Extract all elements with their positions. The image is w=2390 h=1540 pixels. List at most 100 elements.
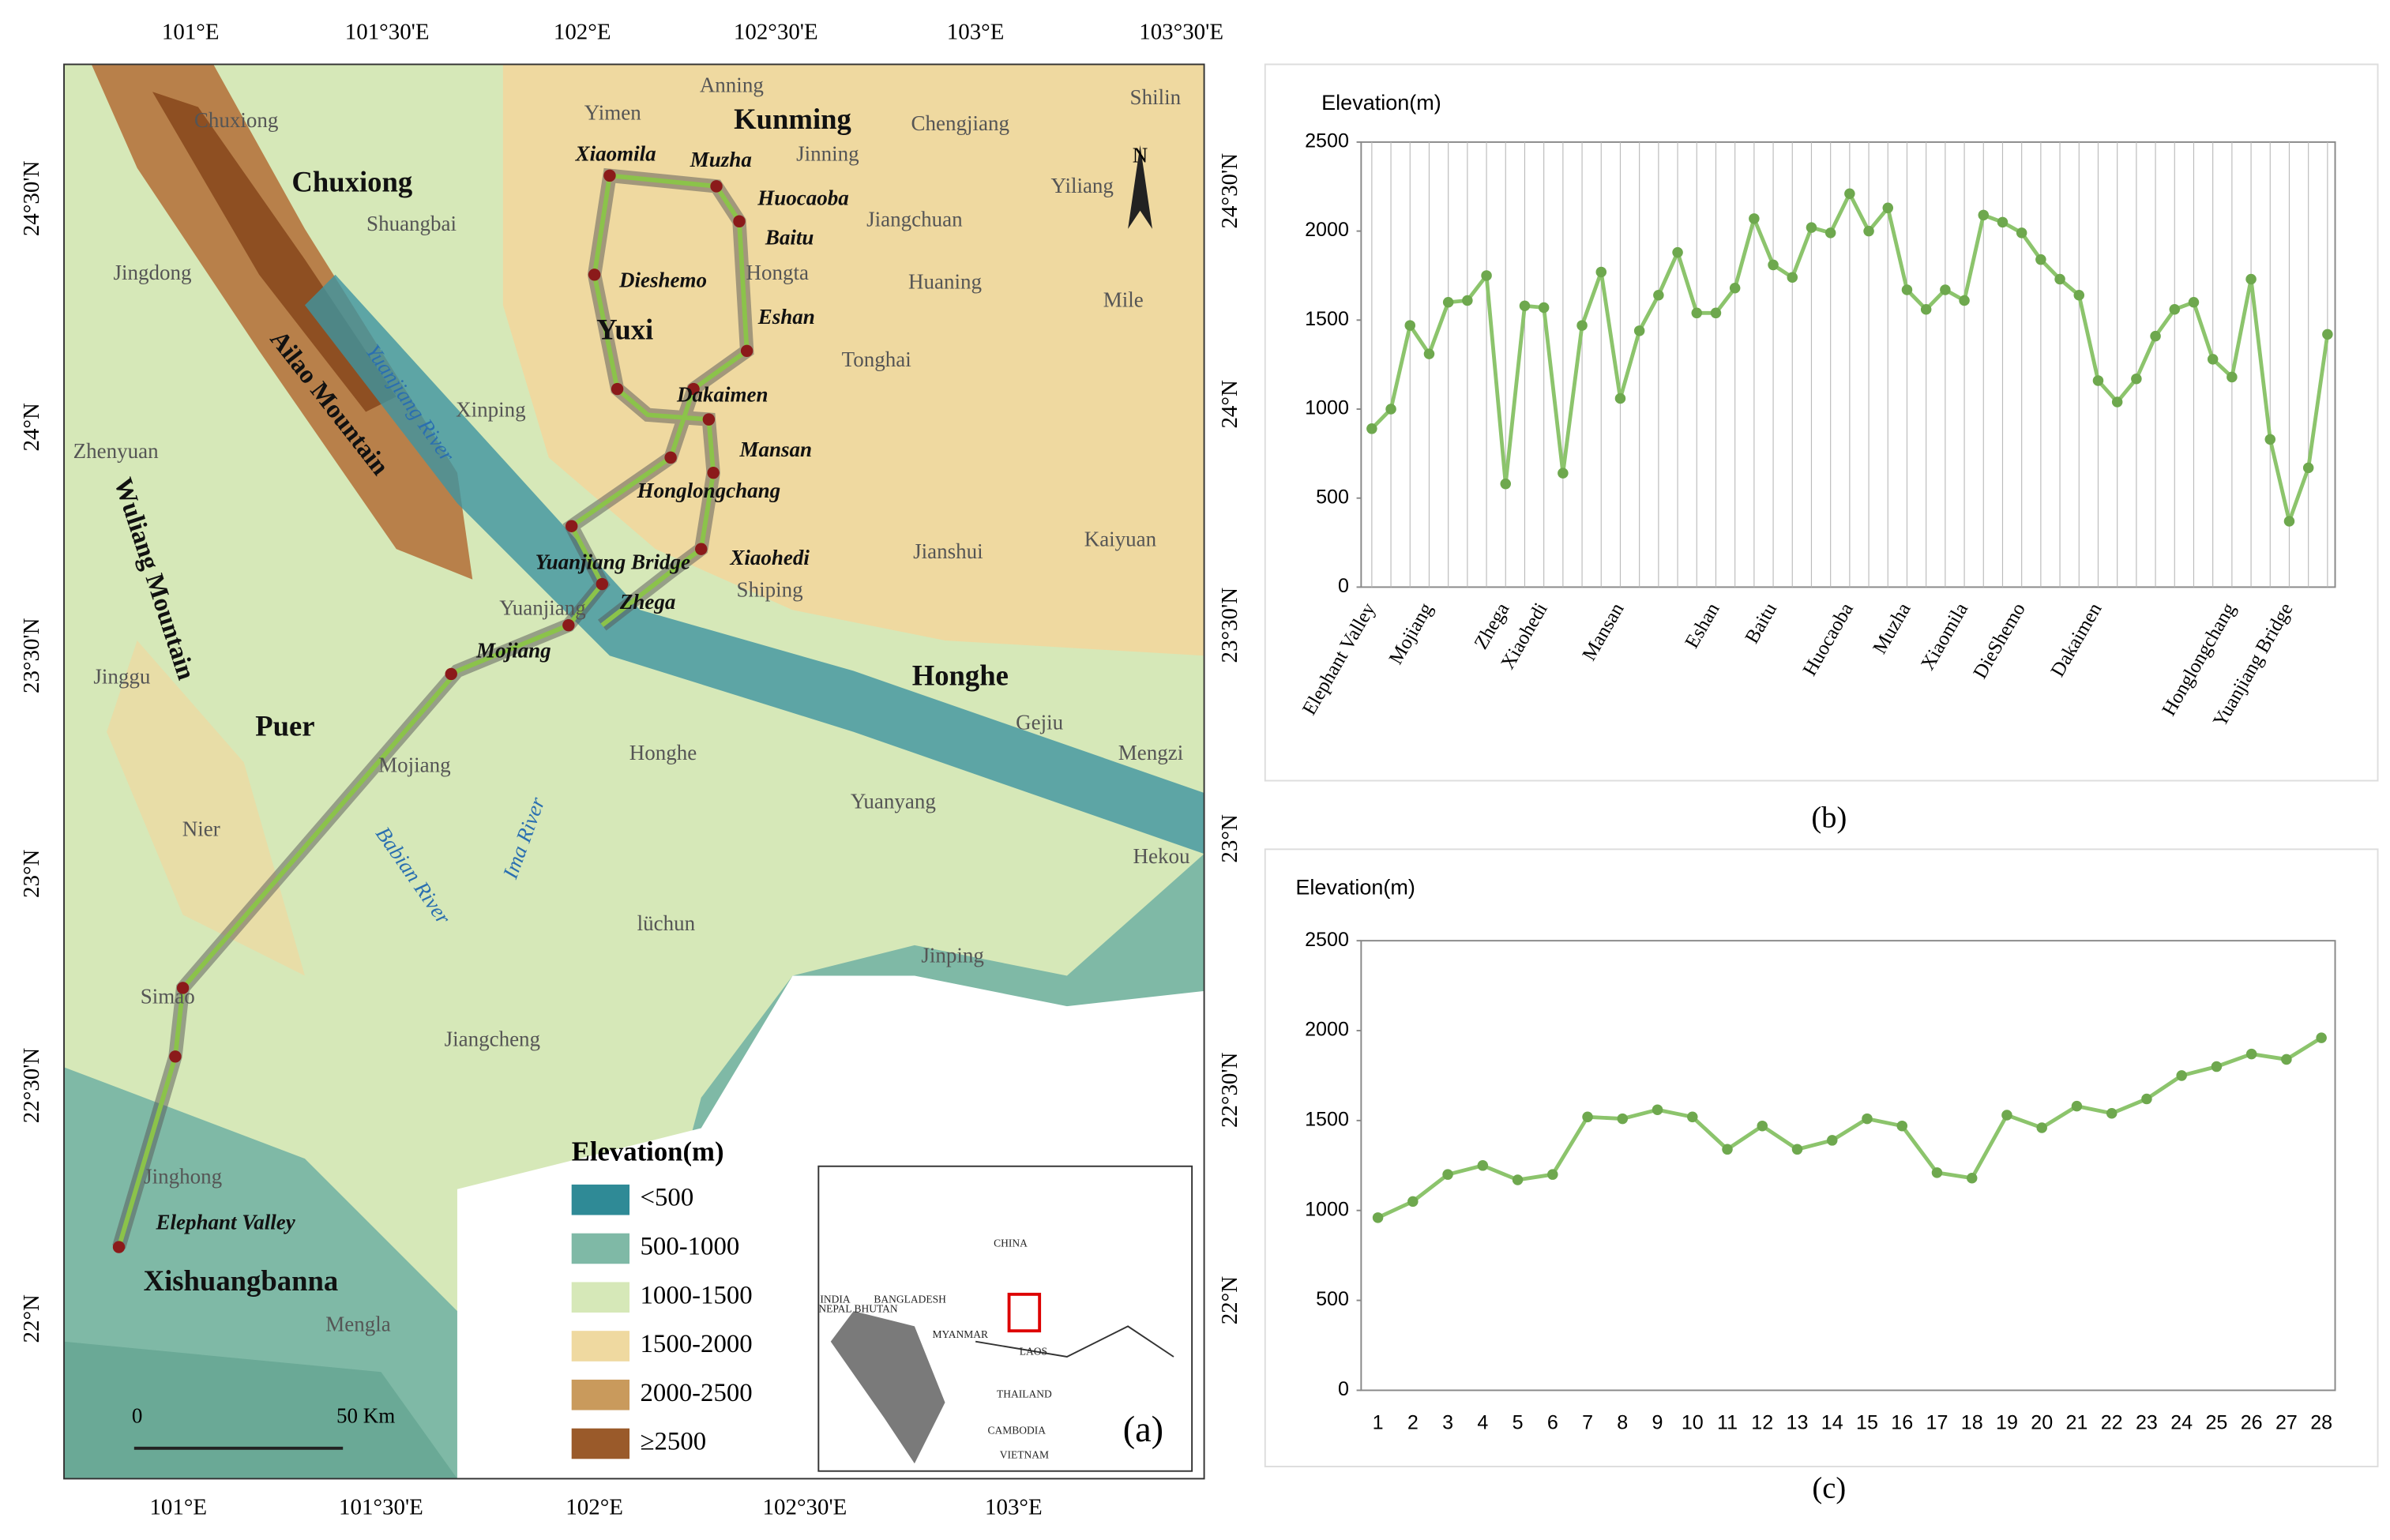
city-label: Yuxi <box>596 314 653 346</box>
place-label: Tonghai <box>842 347 911 371</box>
data-point <box>1385 404 1396 415</box>
data-point <box>1481 270 1492 281</box>
place-label: Hekou <box>1133 844 1190 868</box>
lat-tick-label: 24°30'N <box>19 160 44 236</box>
station-label: Xiaomila <box>575 141 656 165</box>
x-tick-label: 20 <box>2031 1412 2053 1434</box>
place-label: Mojiang <box>378 753 451 776</box>
legend-label: 2000-2500 <box>641 1379 753 1407</box>
legend-swatch <box>571 1184 630 1215</box>
x-tick-label: 23 <box>2136 1412 2158 1434</box>
data-point <box>1558 468 1569 479</box>
x-tick-label: Eshan <box>1682 599 1724 652</box>
data-point <box>1687 1111 1698 1123</box>
station-label: Honglongchang <box>637 479 781 502</box>
place-label: Zhenyuan <box>73 439 159 463</box>
map-terrain <box>63 63 1205 1480</box>
place-label: Jianshui <box>913 539 983 563</box>
x-tick-label: Elephant Valley <box>1298 599 1380 719</box>
x-tick-label: 15 <box>1856 1412 1878 1434</box>
x-tick-label: 24 <box>2170 1412 2193 1434</box>
data-point <box>1863 225 1874 237</box>
place-label: lüchun <box>637 911 696 935</box>
data-point <box>2188 297 2200 308</box>
x-tick-label: 22 <box>2101 1412 2123 1434</box>
x-tick-label: 28 <box>2310 1412 2332 1434</box>
lat-tick-label: 23°30'N <box>1217 588 1242 663</box>
inset-label: CHINA <box>994 1237 1028 1249</box>
y-axis-label: Elevation(m) <box>1321 91 1441 115</box>
data-point <box>2035 254 2046 265</box>
inset-label: MYANMAR <box>933 1328 989 1340</box>
data-point <box>2016 227 2027 239</box>
data-point <box>1366 423 1377 434</box>
x-tick-label: 12 <box>1751 1412 1773 1434</box>
x-tick-label: 16 <box>1891 1412 1913 1434</box>
place-label: Jiangcheng <box>445 1027 540 1051</box>
data-point <box>1576 320 1588 331</box>
lon-tick-label: 102°30'E <box>734 20 818 45</box>
place-label: Jinggu <box>93 664 151 688</box>
data-point <box>1882 202 1894 214</box>
data-point <box>2322 329 2333 340</box>
legend-label: ≥2500 <box>641 1428 707 1456</box>
x-tick-label: Dakaimen <box>2047 599 2106 681</box>
legend-label: 1000-1500 <box>641 1281 753 1309</box>
y-tick-label: 1000 <box>1305 397 1349 419</box>
lat-tick-label: 23°N <box>19 849 44 898</box>
legend-title: Elevation(m) <box>572 1136 724 1166</box>
data-point <box>1959 295 1970 306</box>
data-point <box>1997 216 2009 228</box>
data-point <box>1442 297 1454 308</box>
legend-label: <500 <box>641 1184 694 1212</box>
station-label: Baitu <box>765 226 814 250</box>
x-tick-label: DieShemo <box>1970 599 2030 682</box>
data-point <box>2073 289 2085 301</box>
legend-swatch <box>571 1331 630 1362</box>
data-point <box>2227 371 2238 383</box>
x-tick-label: 25 <box>2205 1412 2227 1434</box>
city-label: Xishuangbanna <box>144 1264 339 1297</box>
data-point <box>1896 1120 1907 1132</box>
y-tick-label: 2500 <box>1305 929 1349 951</box>
data-point <box>1787 272 1798 283</box>
data-point <box>1582 1111 1593 1123</box>
lon-tick-label: 101°E <box>149 1495 207 1520</box>
place-label: Hongta <box>746 261 809 284</box>
data-point <box>1547 1169 1558 1180</box>
lat-tick-label: 22°30'N <box>1217 1052 1242 1128</box>
place-label: Simao <box>141 985 195 1009</box>
station-label: Zhega <box>619 590 676 614</box>
station-label: Muzha <box>690 148 752 171</box>
y-tick-label: 0 <box>1338 1378 1349 1400</box>
data-point <box>1653 289 1664 301</box>
data-point <box>2169 304 2181 315</box>
inset-label: NEPAL BHUTAN <box>818 1302 898 1314</box>
series-line <box>1377 1036 2323 1220</box>
data-point <box>1749 213 1760 224</box>
x-tick-label: 18 <box>1961 1412 1983 1434</box>
data-point <box>1757 1120 1768 1132</box>
data-point <box>1768 259 1779 271</box>
north-label: N <box>1133 143 1148 167</box>
place-label: Yiliang <box>1050 174 1114 197</box>
data-point <box>2245 1048 2257 1060</box>
data-point <box>2036 1122 2047 1133</box>
y-tick-label: 2500 <box>1305 130 1349 152</box>
data-point <box>2316 1032 2327 1043</box>
inset-label: INDIA <box>820 1294 850 1305</box>
data-point <box>1477 1160 1489 1171</box>
data-point <box>2054 273 2065 285</box>
data-point <box>1940 284 1951 295</box>
place-label: Shilin <box>1130 85 1182 109</box>
data-point <box>1423 348 1435 359</box>
station-label: Dakaimen <box>676 382 768 406</box>
place-label: Huaning <box>908 270 982 294</box>
x-tick-label: 14 <box>1821 1412 1843 1434</box>
x-tick-label: 4 <box>1477 1412 1488 1434</box>
x-tick-label: Huocaoba <box>1799 599 1858 680</box>
legend-swatch <box>571 1233 630 1264</box>
station-label: Eshan <box>757 305 815 329</box>
city-label: Chuxiong <box>291 165 412 197</box>
